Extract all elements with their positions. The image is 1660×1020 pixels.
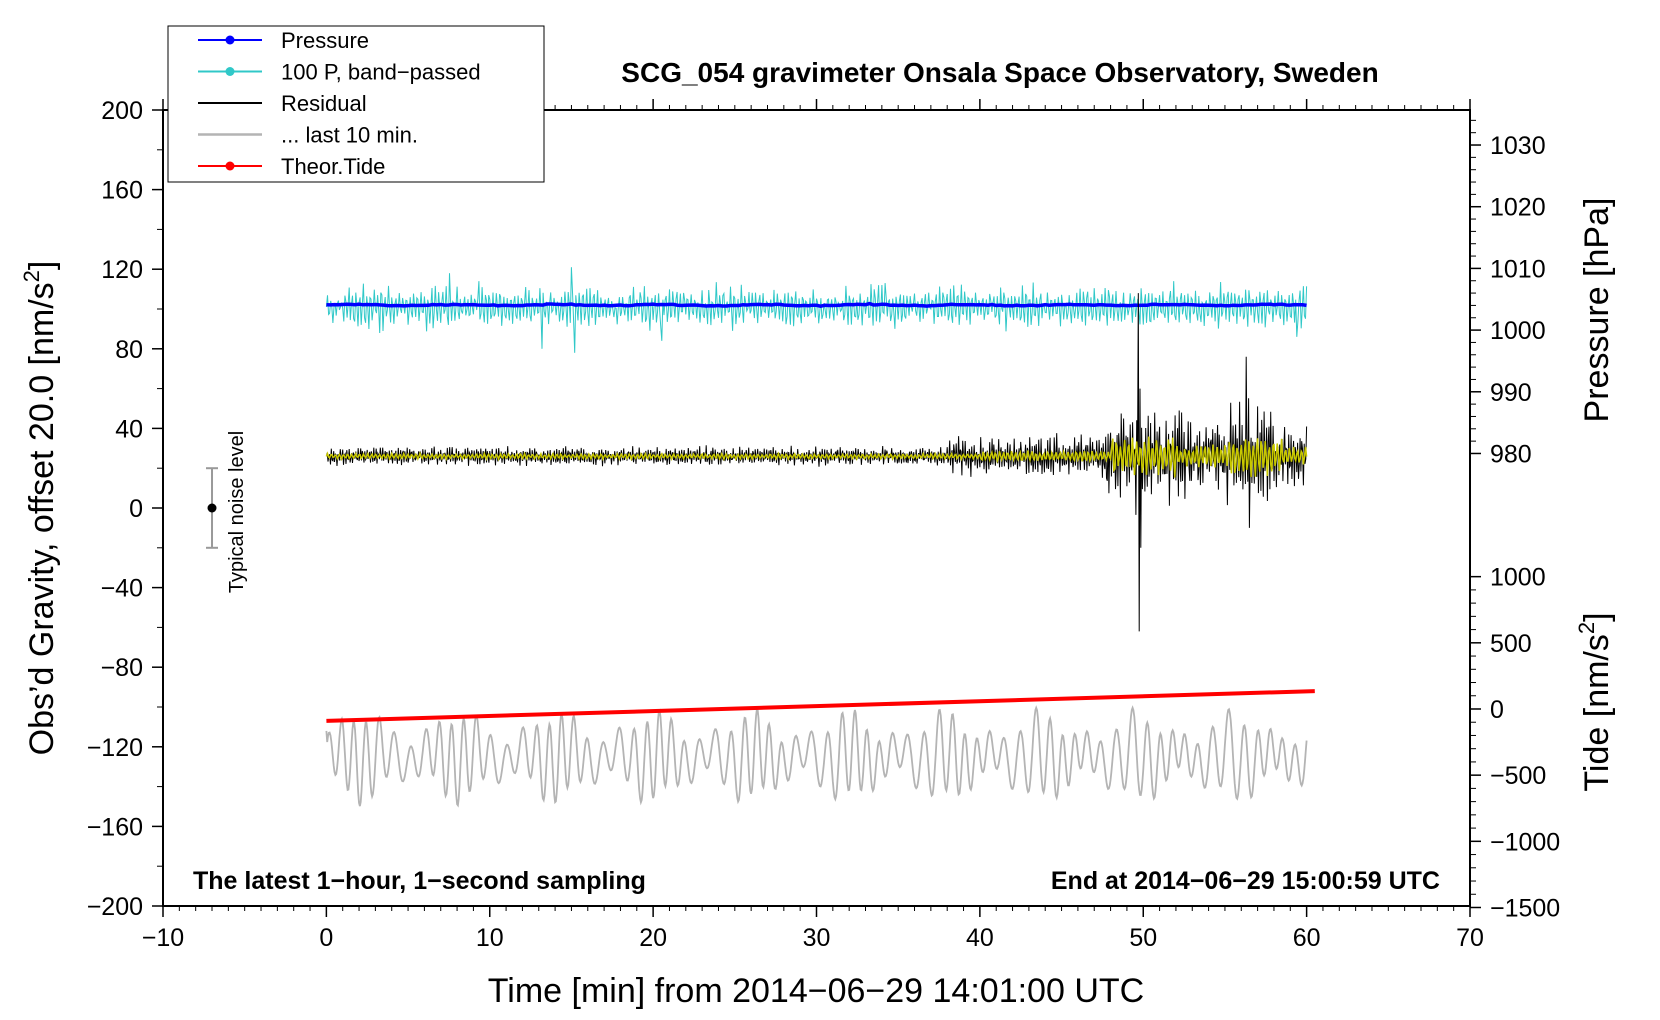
noise-bar-dot	[207, 503, 217, 513]
pressure-tick-label: 980	[1490, 440, 1532, 468]
y-tick-label: −80	[101, 654, 143, 682]
y-tick-label: 120	[101, 256, 143, 284]
x-tick-label: 20	[639, 924, 667, 952]
tide-axis-title-sup: 2	[1574, 622, 1599, 634]
noise-bar-group: Typical noise level	[206, 431, 248, 593]
y-tick-label: −200	[87, 893, 143, 921]
legend-label: Pressure	[281, 28, 369, 53]
plot-frame	[162, 109, 1471, 907]
y-axis-title-left-main: Obs’d Gravity, offset 20.0 [nm/s	[23, 282, 61, 755]
legend-box	[167, 25, 545, 183]
noise-label: Typical noise level	[226, 431, 248, 593]
y-axis-title-left-close: ]	[23, 261, 61, 270]
tide-tick-label: 500	[1490, 630, 1532, 658]
y-tick-label: 0	[129, 495, 143, 523]
tide-axis-title-close: ]	[1578, 612, 1616, 621]
x-tick-label: 30	[803, 924, 831, 952]
chart-title: SCG_054 gravimeter Onsala Space Observat…	[621, 57, 1378, 88]
x-tick-label: 10	[476, 924, 504, 952]
tide-tick-label: −500	[1490, 762, 1546, 790]
x-tick-label: 40	[966, 924, 994, 952]
x-tick-label: 0	[319, 924, 333, 952]
y-tick-label: −160	[87, 813, 143, 841]
series-last-10-min	[325, 705, 1308, 808]
x-tick-label: 70	[1456, 924, 1484, 952]
y-axis-title-left: Obs’d Gravity, offset 20.0 [nm/s2]	[19, 261, 61, 756]
pressure-tick-label: 990	[1490, 379, 1532, 407]
pressure-tick-label: 1020	[1490, 194, 1546, 222]
y-tick-label: 80	[115, 336, 143, 364]
y-axis-title-left-sup: 2	[19, 270, 44, 282]
legend-label: Theor.Tide	[281, 154, 385, 179]
x-tick-label: 50	[1129, 924, 1157, 952]
pressure-axis-title: Pressure [hPa]	[1578, 198, 1616, 423]
pressure-tick-label: 1010	[1490, 255, 1546, 283]
series-layer	[325, 267, 1315, 808]
series-pressure	[326, 301, 1307, 308]
y-tick-label: 40	[115, 415, 143, 443]
tide-tick-label: 1000	[1490, 564, 1546, 592]
legend-entries: Pressure 100 P, band−passed Residual ... la…	[198, 28, 481, 179]
tide-tick-label: −1000	[1490, 828, 1560, 856]
tide-tick-label: 0	[1490, 696, 1504, 724]
tide-axis-title-main: Tide [nm/s	[1578, 634, 1616, 791]
annotation-sampling: The latest 1−hour, 1−second sampling	[193, 867, 646, 895]
legend: Pressure 100 P, band−passed Residual ... la…	[167, 25, 545, 183]
x-tick-label: −10	[142, 924, 184, 952]
x-axis-title: Time [min] from 2014−06−29 14:01:00 UTC	[488, 972, 1144, 1010]
series-theoretical-tide	[326, 689, 1315, 723]
legend-marker	[225, 35, 235, 45]
series-residual-smoothed	[325, 436, 1308, 478]
axis-layer: −10 0 10 20 30 40 50 60 7020016012080400−40−80−1…	[87, 97, 1561, 952]
y-tick-label: −120	[87, 734, 143, 762]
annotation-end-time: End at 2014−06−29 15:00:59 UTC	[1051, 867, 1440, 895]
legend-label: ... last 10 min.	[281, 123, 418, 148]
tide-tick-label: −1500	[1490, 894, 1560, 922]
series-bandpassed-pressure	[325, 267, 1308, 353]
legend-marker	[225, 161, 235, 171]
legend-marker	[225, 67, 235, 76]
y-tick-label: 160	[101, 177, 143, 205]
legend-label: 100 P, band−passed	[281, 60, 481, 85]
y-tick-label: 200	[101, 97, 143, 125]
legend-label: Residual	[281, 91, 367, 116]
x-tick-label: 60	[1293, 924, 1321, 952]
pressure-tick-label: 1000	[1490, 317, 1546, 345]
y-tick-label: −40	[101, 575, 143, 603]
tide-axis-title: Tide [nm/s2]	[1574, 612, 1616, 791]
pressure-tick-label: 1030	[1490, 132, 1546, 160]
